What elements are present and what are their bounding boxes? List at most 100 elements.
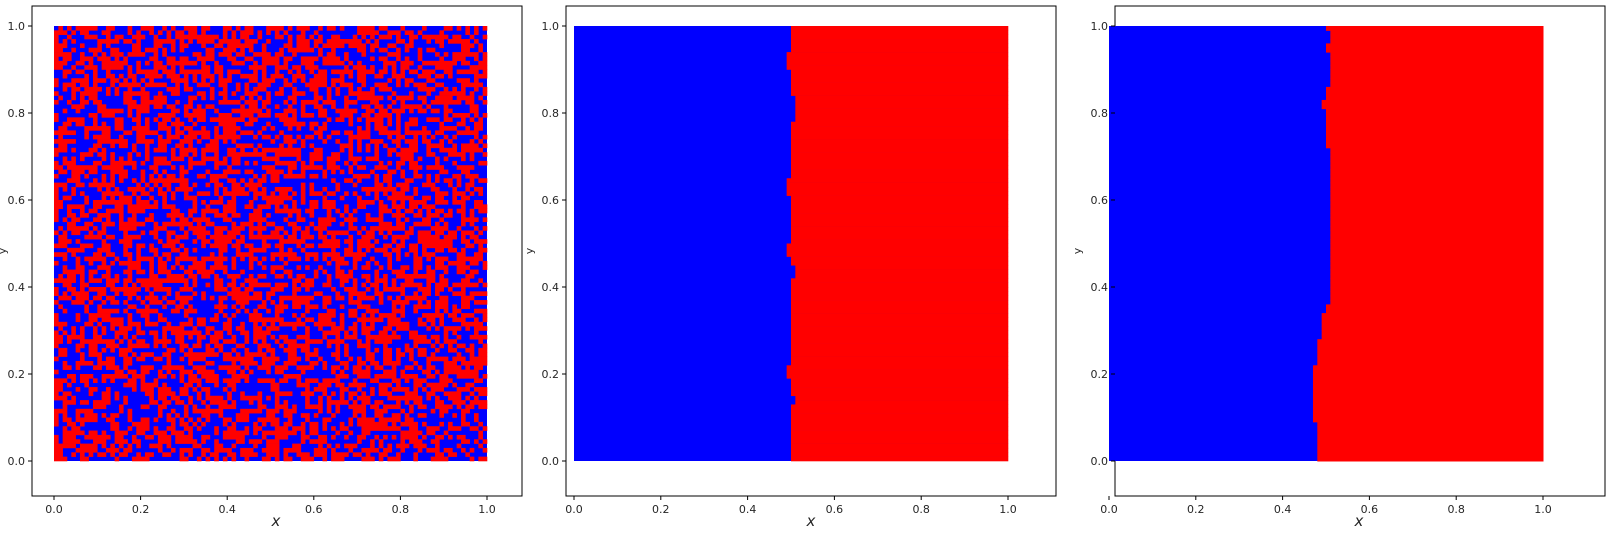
heatmap-cell [422,195,432,201]
heatmap-cell [257,82,271,88]
heatmap-cell [66,421,76,427]
heatmap-cell [240,147,245,153]
heatmap-cell [417,352,427,357]
heatmap-cell [309,204,319,209]
heatmap-cell [374,287,380,292]
heatmap-cell [430,134,436,140]
heatmap-cell [183,308,198,314]
heatmap-cell [79,400,89,405]
heatmap-cell [422,126,427,131]
heatmap-cell [378,443,384,449]
heatmap-cell [448,421,453,427]
heatmap-cell [322,421,328,427]
heatmap-cell [378,387,388,392]
heatmap-cell [54,356,59,362]
heatmap-cell [170,165,176,170]
heatmap-cell [97,360,115,366]
heatmap-cell [261,165,276,170]
heatmap-cell [58,239,72,244]
heatmap-cell [478,243,483,249]
heatmap-cell [231,256,237,262]
heatmap-cell [361,186,397,192]
heatmap-cell [404,278,414,283]
heatmap-cell [214,182,224,188]
heatmap-cell [370,282,380,288]
heatmap-cell [279,295,315,301]
heatmap-cell [461,156,466,162]
heatmap-cell [309,86,319,92]
heatmap-cell [482,374,488,379]
heatmap-cell [201,434,211,440]
heatmap-cell [222,191,250,196]
heatmap-cell [188,160,206,166]
heatmap-cell [318,313,336,318]
heatmap-cell [105,26,115,31]
heatmap-cell [196,82,211,88]
heatmap-cell [348,382,367,388]
heatmap-cell [140,365,154,370]
panel-2-ylabel: y [523,247,536,254]
heatmap-cell [422,434,427,440]
heatmap-cell [452,113,470,118]
heatmap-cell [396,160,406,166]
heatmap-cell [248,247,267,253]
heatmap-cell [469,108,479,114]
heatmap-cell [300,234,315,240]
heatmap-cell [296,213,302,218]
heatmap-cell [478,178,488,183]
heatmap-cell [469,34,475,40]
heatmap-cell [482,317,488,323]
heatmap-cell [162,343,167,349]
heatmap-cell [136,430,146,436]
heatmap-cell [118,452,128,457]
heatmap-cell [261,239,267,244]
heatmap-cell [469,356,488,362]
heatmap-cell [409,34,419,40]
heatmap-cell [1330,65,1544,70]
heatmap-cell [435,308,440,314]
heatmap-cell [426,152,436,157]
heatmap-cell [396,47,401,53]
heatmap-cell [482,134,488,140]
heatmap-cell [62,256,68,262]
heatmap-cell [1326,113,1544,118]
heatmap-cell [443,369,479,375]
heatmap-cell [188,417,193,423]
heatmap-cell [75,60,85,66]
heatmap-cell [461,221,466,227]
heatmap-cell [283,121,306,127]
heatmap-cell [270,173,280,179]
heatmap-cell [240,104,245,109]
heatmap-cell [62,186,68,192]
heatmap-cell [456,334,462,340]
heatmap-cell [404,230,414,236]
heatmap-cell [1312,369,1544,375]
heatmap-cell [97,104,107,109]
heatmap-cell [422,182,436,188]
panel-2-xticks: 0.0 0.2 0.4 0.6 0.8 1.0 [565,496,1017,516]
heatmap-cell [244,378,250,383]
heatmap-cell [188,39,193,44]
heatmap-cell [465,26,470,31]
heatmap-cell [435,347,440,353]
heatmap-cell [101,330,107,336]
heatmap-cell [370,321,375,327]
heatmap-cell [58,273,63,279]
heatmap-cell [157,113,176,118]
heatmap-cell [192,204,198,209]
heatmap-cell [465,452,470,457]
heatmap-cell [136,195,141,201]
heatmap-cell [482,34,488,40]
heatmap-cell [422,243,453,249]
heatmap-cell [292,99,297,105]
heatmap-cell [88,317,98,323]
heatmap-cell [461,217,479,223]
heatmap-cell [443,339,457,344]
heatmap-cell [235,439,245,444]
heatmap-cell [374,365,384,370]
heatmap-cell [79,191,85,196]
heatmap-cell [287,273,293,279]
heatmap-cell [253,86,267,92]
heatmap-cell [478,208,488,214]
heatmap-cell [205,360,215,366]
